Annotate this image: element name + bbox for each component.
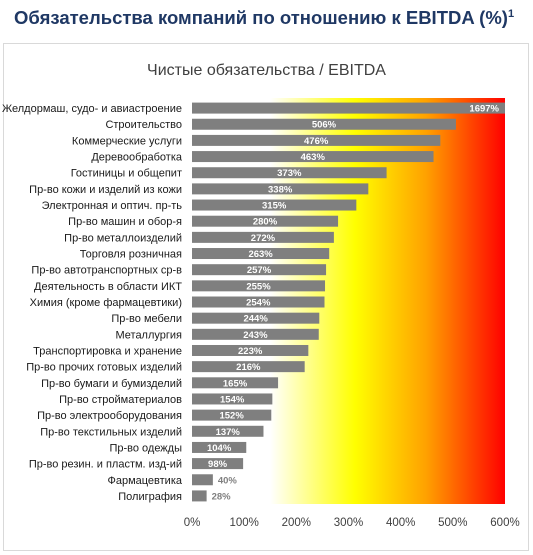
bar-2 xyxy=(192,134,441,146)
value-label-14: 243% xyxy=(243,330,268,341)
value-label-18: 154% xyxy=(220,394,245,405)
bar-16 xyxy=(192,361,305,373)
bar-21 xyxy=(192,441,247,453)
category-label-15: Транспортировка и хранение xyxy=(33,345,182,357)
category-label-0: Желдормаш, судо- и авиастроение xyxy=(2,103,182,115)
bar-9 xyxy=(192,248,330,260)
bar-6 xyxy=(192,199,357,211)
value-label-10: 257% xyxy=(247,265,272,276)
category-label-12: Химия (кроме фармацевтики) xyxy=(30,297,182,309)
bar-5 xyxy=(192,183,369,195)
value-label-23: 40% xyxy=(218,475,238,486)
category-label-1: Строительство xyxy=(105,119,182,131)
category-label-5: Пр-во кожи и изделий из кожи xyxy=(29,184,182,196)
value-label-7: 280% xyxy=(253,217,278,228)
bar-4 xyxy=(192,167,387,179)
value-label-16: 216% xyxy=(236,362,261,373)
category-label-11: Деятельность в области ИКТ xyxy=(34,281,182,293)
value-label-17: 165% xyxy=(223,378,248,389)
value-label-2: 476% xyxy=(304,136,329,147)
footnote-mark: 1 xyxy=(507,7,515,20)
value-label-22: 98% xyxy=(208,459,228,470)
value-label-20: 137% xyxy=(216,427,241,438)
value-label-21: 104% xyxy=(207,443,232,454)
value-label-11: 255% xyxy=(246,281,271,292)
category-label-22: Пр-во резин. и пластм. изд-ий xyxy=(29,459,182,471)
bar-15 xyxy=(192,344,309,356)
value-label-1: 506% xyxy=(312,120,337,131)
value-label-6: 315% xyxy=(262,201,287,212)
category-label-20: Пр-во текстильных изделий xyxy=(40,426,182,438)
category-label-21: Пр-во одежды xyxy=(109,442,182,454)
bar-23 xyxy=(192,474,213,486)
x-tick-label-4: 400% xyxy=(386,517,415,529)
category-label-8: Пр-во металлоизделий xyxy=(64,232,182,244)
value-label-8: 272% xyxy=(251,233,276,244)
category-label-10: Пр-во автотранспортных ср-в xyxy=(31,265,182,277)
category-label-24: Полиграфия xyxy=(118,491,182,503)
category-label-2: Коммерческие услуги xyxy=(72,135,182,147)
value-label-24: 28% xyxy=(212,491,232,502)
bar-0 xyxy=(192,102,505,114)
bar-1 xyxy=(192,118,456,130)
category-label-23: Фармацевтика xyxy=(107,475,182,487)
x-tick-label-2: 200% xyxy=(282,517,311,529)
bar-12 xyxy=(192,296,325,308)
bar-11 xyxy=(192,280,326,292)
category-label-16: Пр-во прочих готовых изделий xyxy=(26,362,182,374)
category-label-9: Торговля розничная xyxy=(80,249,182,261)
bar-17 xyxy=(192,377,279,389)
bar-18 xyxy=(192,393,273,405)
value-label-3: 463% xyxy=(301,152,326,163)
category-label-14: Металлургия xyxy=(115,329,182,341)
value-label-5: 338% xyxy=(268,184,293,195)
category-label-17: Пр-во бумаги и бумизделий xyxy=(41,378,182,390)
bar-20 xyxy=(192,425,264,437)
value-label-15: 223% xyxy=(238,346,263,357)
value-label-12: 254% xyxy=(246,298,271,309)
value-label-4: 373% xyxy=(277,168,302,179)
value-label-9: 263% xyxy=(248,249,273,260)
bar-22 xyxy=(192,458,244,470)
value-label-13: 244% xyxy=(243,314,268,325)
category-label-18: Пр-во стройматериалов xyxy=(59,394,182,406)
x-tick-label-0: 0% xyxy=(184,517,201,529)
category-label-6: Электронная и оптич. пр-ть xyxy=(42,200,183,212)
bar-3 xyxy=(192,151,434,163)
chart-title: Чистые обязательства / EBITDA xyxy=(147,62,386,79)
x-tick-label-1: 100% xyxy=(229,517,258,529)
category-label-7: Пр-во машин и обор-я xyxy=(68,216,182,228)
x-tick-label-6: 600% xyxy=(490,517,519,529)
bar-7 xyxy=(192,215,339,227)
category-label-4: Гостиницы и общепит xyxy=(71,168,182,180)
category-label-13: Пр-во мебели xyxy=(111,313,182,325)
value-label-19: 152% xyxy=(219,411,244,422)
category-label-19: Пр-во электрооборудования xyxy=(37,410,182,422)
bar-14 xyxy=(192,328,319,340)
bar-8 xyxy=(192,231,334,243)
bar-19 xyxy=(192,409,272,421)
page-title-text: Обязательства компаний по отношению к EB… xyxy=(14,7,508,28)
x-tick-label-3: 300% xyxy=(334,517,363,529)
bar-10 xyxy=(192,264,327,276)
bar-24 xyxy=(192,490,207,502)
page-title: Обязательства компаний по отношению к EB… xyxy=(14,7,524,29)
category-label-3: Деревообработка xyxy=(91,152,183,164)
value-label-0: 1697% xyxy=(469,104,499,115)
x-tick-label-5: 500% xyxy=(438,517,467,529)
bar-13 xyxy=(192,312,320,324)
